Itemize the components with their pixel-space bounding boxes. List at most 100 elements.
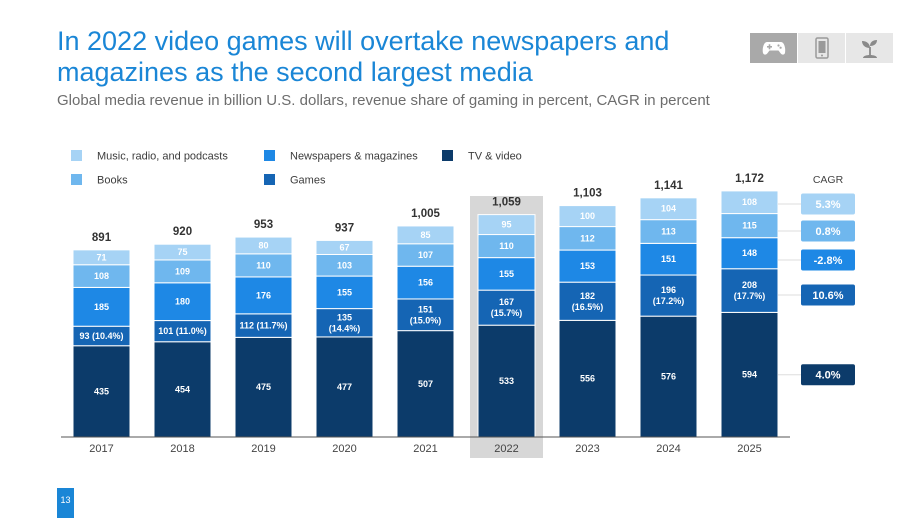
cagr-value-tv: 4.0% [815, 370, 840, 382]
data-label-newspapers-2023: 153 [580, 261, 595, 271]
legend-label-games: Games [290, 175, 326, 187]
bar-music-2022[interactable] [477, 214, 536, 236]
x-tick-label-2024: 2024 [656, 443, 680, 455]
page-number: 13 [57, 488, 74, 518]
bar-tv-2017[interactable] [72, 345, 131, 438]
bar-tv-2018[interactable] [153, 341, 212, 438]
legend-label-books: Books [97, 175, 128, 187]
data-label-tv-2017: 435 [94, 386, 109, 396]
tablet-icon [814, 37, 829, 59]
bar-newspapers-2023[interactable] [558, 249, 617, 283]
data-label-newspapers-2021: 156 [418, 278, 433, 288]
data-label-newspapers-2017: 185 [94, 302, 109, 312]
gamepad-tab[interactable] [750, 33, 797, 63]
bar-newspapers-2018[interactable] [153, 282, 212, 322]
total-label-2018: 920 [173, 226, 192, 238]
data-label-music-2025: 108 [742, 197, 757, 207]
data-label-books-2017: 108 [94, 271, 109, 281]
cagr-badge-games [801, 284, 855, 306]
cagr-value-music: 5.3% [815, 199, 840, 211]
x-tick-label-2018: 2018 [170, 443, 194, 455]
data-label-games-2017: 93 (10.4%) [79, 331, 123, 341]
data-label-books-2022: 110 [499, 241, 514, 251]
bar-newspapers-2025[interactable] [720, 237, 779, 270]
bar-books-2025[interactable] [720, 213, 779, 239]
bar-games-2020[interactable] [315, 308, 374, 338]
cagr-value-newspapers: -2.8% [814, 255, 843, 267]
bar-music-2017[interactable] [72, 249, 131, 266]
legend-swatch-music [71, 150, 82, 161]
bar-tv-2024[interactable] [639, 315, 698, 438]
bar-music-2025[interactable] [720, 190, 779, 215]
data-label-newspapers-2020: 155 [337, 287, 352, 297]
data-label-tv-2019: 475 [256, 382, 271, 392]
bar-games-2024[interactable] [639, 274, 698, 317]
chart-subtitle: Global media revenue in billion U.S. dol… [57, 92, 710, 109]
bar-music-2019[interactable] [234, 236, 293, 255]
bar-music-2021[interactable] [396, 225, 455, 245]
total-label-2019: 953 [254, 219, 273, 231]
data-label-tv-2021: 507 [418, 379, 433, 389]
data-label-games-2020: (14.4%) [329, 323, 361, 333]
x-tick-label-2025: 2025 [737, 443, 761, 455]
cagr-badge-newspapers [801, 249, 855, 271]
legend-swatch-books [71, 174, 82, 185]
bar-tv-2022[interactable] [477, 324, 536, 438]
x-tick-label-2021: 2021 [413, 443, 437, 455]
bar-newspapers-2020[interactable] [315, 275, 374, 310]
data-label-newspapers-2018: 180 [175, 297, 190, 307]
x-tick-label-2017: 2017 [89, 443, 113, 455]
total-label-2024: 1,141 [654, 180, 683, 192]
cagr-value-games: 10.6% [812, 290, 843, 302]
total-label-2022: 1,059 [492, 197, 521, 209]
cagr-badge-music [801, 193, 855, 215]
x-tick-label-2020: 2020 [332, 443, 356, 455]
legend-swatch-newspapers [264, 150, 275, 161]
bar-tv-2020[interactable] [315, 336, 374, 438]
bar-music-2023[interactable] [558, 205, 617, 228]
total-label-2023: 1,103 [573, 188, 602, 200]
bar-games-2023[interactable] [558, 281, 617, 321]
data-label-newspapers-2019: 176 [256, 290, 271, 300]
cagr-badge-books [801, 220, 855, 242]
data-label-newspapers-2024: 151 [661, 254, 676, 264]
data-label-books-2019: 110 [256, 260, 271, 270]
bar-newspapers-2024[interactable] [639, 242, 698, 276]
cagr-title: CAGR [813, 174, 844, 186]
plant-icon [861, 40, 877, 58]
bar-music-2018[interactable] [153, 243, 212, 261]
x-tick-label-2019: 2019 [251, 443, 275, 455]
data-label-tv-2020: 477 [337, 382, 352, 392]
data-label-tv-2018: 454 [175, 384, 190, 394]
data-label-games-2022: 167 [499, 297, 514, 307]
cagr-badge-tv [801, 364, 855, 386]
bar-newspapers-2019[interactable] [234, 276, 293, 315]
data-label-music-2019: 80 [258, 240, 268, 250]
data-label-books-2021: 107 [418, 250, 433, 260]
legend-swatch-tv [442, 150, 453, 161]
data-label-music-2021: 85 [420, 230, 430, 240]
bar-music-2020[interactable] [315, 239, 374, 255]
data-label-games-2024: 196 [661, 285, 676, 295]
total-label-2017: 891 [92, 232, 112, 244]
data-label-games-2021: (15.0%) [410, 315, 442, 325]
total-label-2020: 937 [335, 222, 354, 234]
bar-music-2024[interactable] [639, 197, 698, 221]
legend-label-newspapers: Newspapers & magazines [290, 151, 418, 163]
plant-tab[interactable] [846, 33, 893, 63]
data-label-books-2020: 103 [337, 260, 352, 270]
bar-newspapers-2022[interactable] [477, 257, 536, 291]
data-label-music-2023: 100 [580, 211, 595, 221]
data-label-newspapers-2022: 155 [499, 269, 514, 279]
cagr-value-books: 0.8% [815, 226, 840, 238]
legend-swatch-games [264, 174, 275, 185]
data-label-tv-2024: 576 [661, 372, 676, 382]
bar-games-2025[interactable] [720, 268, 779, 313]
data-label-games-2019: 112 (11.7%) [239, 321, 287, 331]
data-label-tv-2022: 533 [499, 376, 514, 386]
data-label-newspapers-2025: 148 [742, 248, 757, 258]
bar-newspapers-2021[interactable] [396, 265, 455, 300]
tablet-tab[interactable] [798, 33, 845, 63]
data-label-games-2022: (15.7%) [491, 308, 523, 318]
